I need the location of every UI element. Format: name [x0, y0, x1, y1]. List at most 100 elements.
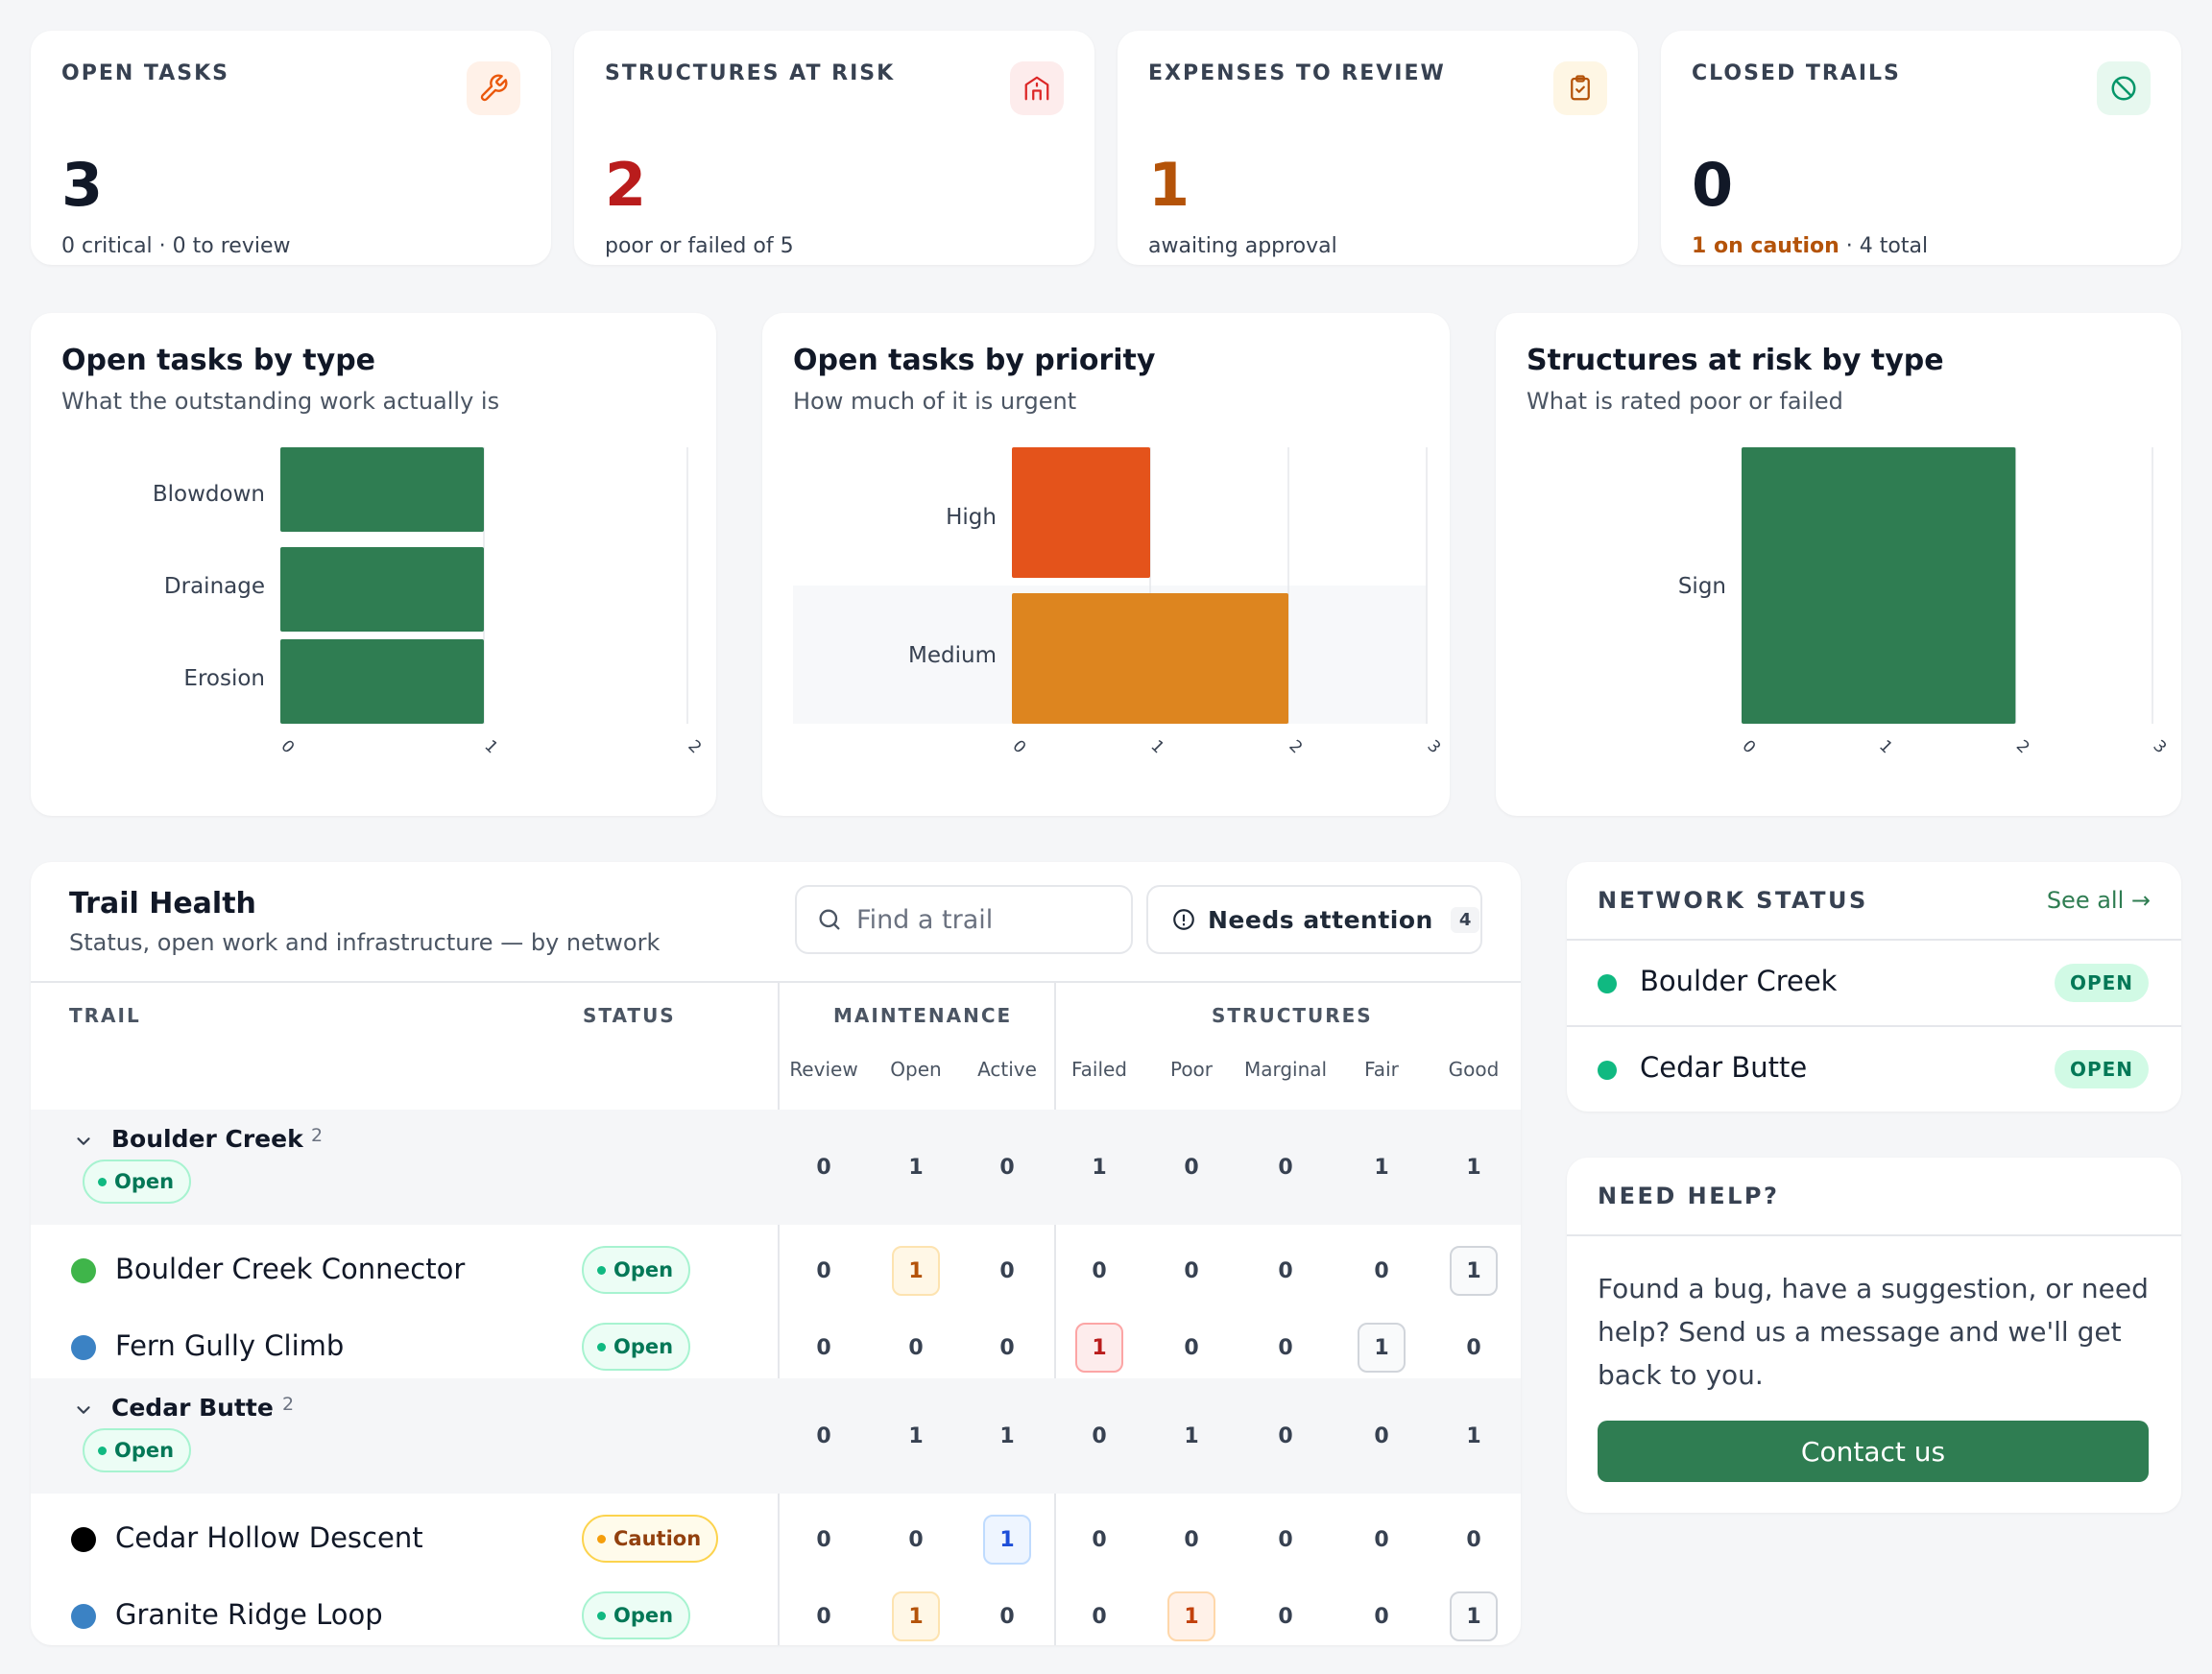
- status-label: Open: [114, 1439, 175, 1462]
- kpi-card-expenses: EXPENSES TO REVIEW 1 awaiting approval: [1118, 31, 1638, 265]
- trail-health-card: Trail Health Status, open work and infra…: [31, 862, 1521, 1645]
- col-header-status: STATUS: [583, 1004, 676, 1027]
- count-cell: 1: [1092, 1155, 1107, 1180]
- see-all-link[interactable]: See all →: [2046, 887, 2151, 914]
- kpi-label: OPEN TASKS: [61, 61, 229, 85]
- divider: [31, 1303, 1521, 1305]
- divider: [778, 981, 780, 1645]
- status-label: Open: [613, 1604, 674, 1627]
- trail-color-dot: [71, 1335, 96, 1360]
- status-label: Open: [613, 1258, 674, 1281]
- status-badge: Caution: [582, 1515, 719, 1563]
- no-entry-icon: [2097, 61, 2151, 115]
- count-cell: 0: [999, 1604, 1015, 1629]
- count-cell: 0: [1278, 1527, 1293, 1552]
- status-dot: [597, 1611, 606, 1620]
- chart-tick-label: 1: [1146, 736, 1167, 757]
- chart-tasks-by-type: 0 1 2 Blowdown Drainage Erosion: [153, 447, 705, 757]
- count-cell: 1: [1466, 1423, 1481, 1448]
- network-status-title: NETWORK STATUS: [1598, 887, 1868, 914]
- divider: [1567, 1234, 2181, 1236]
- count-cell: 1: [908, 1155, 924, 1180]
- status-dot: [597, 1342, 606, 1351]
- count-cell: 0: [1278, 1155, 1293, 1180]
- count-cell: 1: [1374, 1155, 1389, 1180]
- count-cell: 0: [999, 1155, 1015, 1180]
- count-cell: 0: [1374, 1423, 1389, 1448]
- chart-category-label: Medium: [908, 643, 997, 668]
- trail-name[interactable]: Cedar Hollow Descent: [115, 1521, 423, 1554]
- chart-tick-label: 0: [1738, 736, 1759, 757]
- status-badge: Open: [582, 1323, 691, 1371]
- chart-title: Open tasks by priority: [793, 344, 1156, 377]
- divider: [1054, 981, 1056, 1645]
- group-row[interactable]: [31, 1110, 1521, 1225]
- trail-search[interactable]: [795, 885, 1133, 954]
- count-cell: 0: [1184, 1335, 1199, 1360]
- count-cell: 0: [1184, 1527, 1199, 1552]
- contact-us-button[interactable]: Contact us: [1598, 1421, 2149, 1482]
- count-cell: 0: [999, 1335, 1015, 1360]
- count-cell[interactable]: 1: [892, 1591, 940, 1641]
- search-icon: [819, 909, 840, 930]
- count-cell: 0: [1092, 1423, 1107, 1448]
- count-cell[interactable]: 1: [983, 1515, 1031, 1565]
- count-cell[interactable]: 1: [1358, 1323, 1406, 1373]
- count-cell: 0: [1466, 1527, 1481, 1552]
- count-cell: 0: [908, 1527, 924, 1552]
- chevron-down-icon[interactable]: [73, 1131, 94, 1156]
- count-cell[interactable]: 1: [1450, 1591, 1498, 1641]
- count-cell: 0: [908, 1335, 924, 1360]
- count-cell[interactable]: 1: [892, 1246, 940, 1296]
- divider: [31, 981, 1521, 983]
- count-cell[interactable]: 1: [1167, 1591, 1215, 1641]
- count-cell: 0: [1278, 1604, 1293, 1629]
- sub-header: Fair: [1364, 1058, 1399, 1081]
- count-cell[interactable]: 1: [1450, 1246, 1498, 1296]
- kpi-value: 3: [61, 150, 104, 220]
- structure-icon: [1010, 61, 1064, 115]
- trail-name[interactable]: Boulder Creek Connector: [115, 1253, 466, 1285]
- trail-name[interactable]: Fern Gully Climb: [115, 1329, 345, 1362]
- status-label: Open: [613, 1335, 674, 1358]
- kpi-sub: awaiting approval: [1148, 234, 1337, 258]
- count-cell: 0: [1374, 1258, 1389, 1283]
- status-label: Open: [114, 1170, 175, 1193]
- group-row[interactable]: [31, 1378, 1521, 1494]
- kpi-label: CLOSED TRAILS: [1692, 61, 1901, 85]
- status-dot: [98, 1177, 107, 1186]
- chart-category-label: Blowdown: [153, 482, 265, 507]
- chart-tick-label: 3: [1423, 736, 1444, 757]
- chart-tick-label: 0: [1008, 736, 1029, 757]
- sub-header: Open: [890, 1058, 942, 1081]
- network-item[interactable]: Boulder Creek OPEN: [1567, 941, 2179, 1027]
- kpi-sub: 1 on caution · 4 total: [1692, 234, 1928, 258]
- group-name: Boulder Creek: [111, 1125, 303, 1153]
- count-cell: 0: [1092, 1258, 1107, 1283]
- count-cell[interactable]: 1: [1075, 1323, 1123, 1373]
- count-cell: 0: [816, 1155, 831, 1180]
- kpi-card-open-tasks: OPEN TASKS 3 0 critical · 0 to review: [31, 31, 551, 265]
- chart-tick-label: 2: [1285, 736, 1306, 757]
- status-badge: Open: [83, 1160, 192, 1204]
- trail-health-subtitle: Status, open work and infrastructure — b…: [69, 929, 661, 956]
- trail-name[interactable]: Granite Ridge Loop: [115, 1598, 383, 1631]
- status-dot: [597, 1265, 606, 1275]
- status-dot: [1598, 1061, 1617, 1080]
- count-cell: 1: [1466, 1155, 1481, 1180]
- search-input[interactable]: [856, 904, 1116, 935]
- divider: [31, 1494, 1521, 1495]
- count-cell: 0: [1092, 1604, 1107, 1629]
- network-item[interactable]: Cedar Butte OPEN: [1567, 1027, 2179, 1113]
- count-cell: 1: [999, 1423, 1015, 1448]
- count-cell: 1: [1184, 1423, 1199, 1448]
- chevron-down-icon[interactable]: [73, 1399, 94, 1424]
- status-label: Caution: [613, 1527, 702, 1550]
- chart-category-label: Erosion: [183, 666, 265, 691]
- alert-circle-icon: [1173, 909, 1194, 930]
- chart-bar: [1742, 447, 2016, 724]
- needs-attention-label: Needs attention: [1208, 905, 1433, 934]
- status-dot: [1598, 974, 1617, 993]
- needs-attention-button[interactable]: Needs attention 4: [1146, 885, 1482, 954]
- needs-attention-count: 4: [1450, 906, 1480, 933]
